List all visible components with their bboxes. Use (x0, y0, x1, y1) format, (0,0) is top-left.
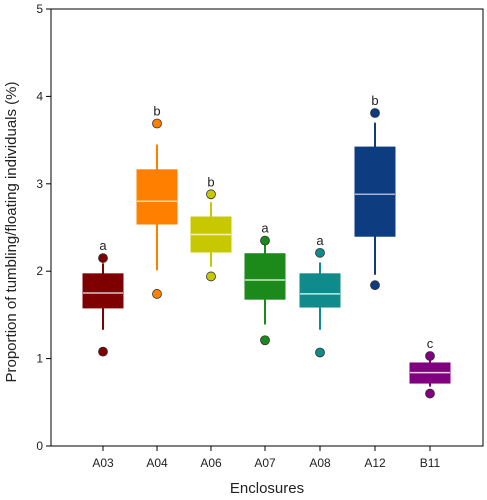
box-a12: b (354, 93, 396, 291)
box-a04: b (136, 103, 178, 299)
box-a07: a (244, 221, 286, 346)
y-tick-label: 3 (36, 177, 43, 191)
outlier-point (152, 289, 162, 299)
significance-label: a (99, 238, 107, 253)
significance-label: c (427, 336, 434, 351)
significance-label: a (261, 221, 269, 236)
y-tick-label: 4 (36, 89, 43, 103)
box-body (136, 169, 178, 225)
significance-label: b (207, 174, 214, 189)
outlier-point (98, 346, 108, 357)
box-series: a b b a a b c (82, 93, 451, 399)
box-body (244, 253, 286, 300)
outlier-point (260, 335, 270, 346)
plot-frame (50, 8, 484, 447)
outlier-point (206, 189, 216, 200)
outlier-point (152, 118, 162, 129)
outlier-point (98, 253, 108, 263)
y-axis-title: Proportion of tumbling/floating individu… (3, 82, 20, 383)
box-a08: a (299, 233, 341, 358)
outlier-point (315, 347, 325, 358)
x-tick-label: A07 (254, 456, 276, 470)
outlier-point (370, 108, 380, 118)
outlier-point (260, 235, 270, 246)
significance-label: a (316, 233, 324, 248)
y-axis: 0 1 2 3 4 5 (36, 2, 51, 453)
x-tick-label: A04 (146, 456, 168, 470)
x-axis-title: Enclosures (230, 480, 304, 497)
box-b11: c (409, 336, 451, 399)
y-tick-label: 1 (36, 352, 43, 366)
x-tick-label: B11 (420, 456, 441, 470)
outlier-point (425, 388, 435, 399)
x-tick-label: A06 (200, 456, 222, 470)
significance-label: b (371, 93, 378, 108)
box-body (354, 146, 396, 237)
box-a06: b (190, 174, 232, 282)
box-body (82, 273, 124, 309)
y-tick-label: 0 (36, 439, 43, 453)
significance-label: b (153, 103, 160, 118)
y-tick-label: 5 (36, 2, 43, 16)
y-tick-label: 2 (36, 264, 43, 278)
box-body (299, 273, 341, 308)
box-a03: a (82, 238, 124, 357)
x-tick-label: A03 (92, 456, 114, 470)
outlier-point (206, 271, 216, 282)
x-tick-label: A08 (309, 456, 331, 470)
outlier-point (315, 247, 325, 258)
outlier-point (370, 280, 380, 291)
x-tick-label: A12 (364, 456, 386, 470)
outlier-point (425, 351, 435, 361)
x-axis: A03 A04 A06 A07 A08 A12 B11 (92, 446, 441, 470)
